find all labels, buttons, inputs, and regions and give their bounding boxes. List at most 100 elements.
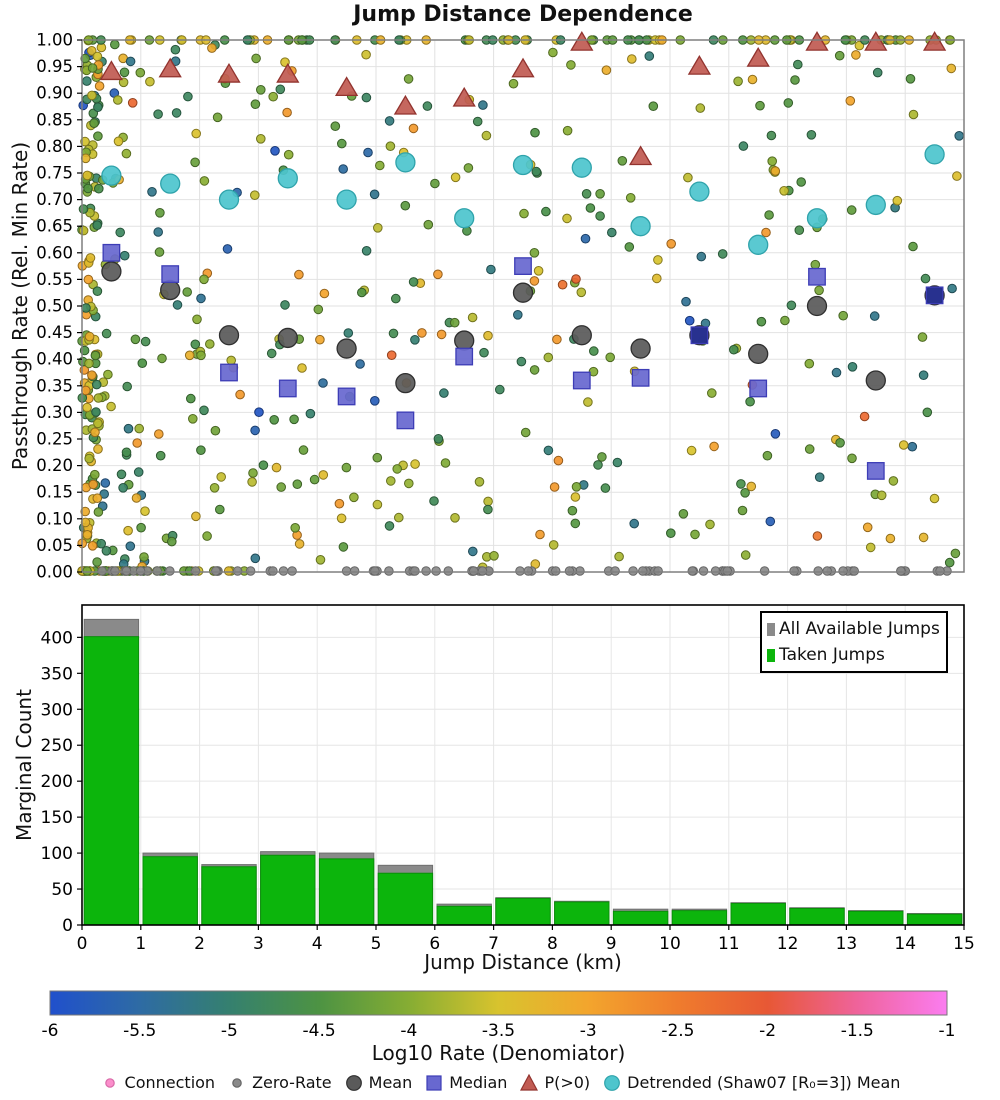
median-marker: [102, 243, 121, 262]
legend-label: P(>0): [544, 1072, 591, 1092]
svg-text:-2.5: -2.5: [661, 1021, 694, 1041]
svg-text:1: 1: [135, 934, 146, 954]
dot-icon: [232, 1078, 242, 1088]
detrended-shaw07-r-3-mean-marker: [277, 168, 298, 189]
p-0--marker: [452, 86, 476, 107]
svg-text:0.55: 0.55: [36, 270, 73, 289]
svg-text:13: 13: [836, 934, 858, 954]
median-marker: [396, 411, 415, 430]
legend-item-connection: Connection: [100, 1072, 215, 1092]
hist-y-axis-label: Marginal Count: [12, 689, 36, 841]
detrended-shaw07-r-3-mean-marker: [454, 208, 475, 229]
svg-text:7: 7: [488, 934, 499, 954]
median-marker: [690, 326, 709, 345]
svg-text:-4: -4: [400, 1021, 417, 1041]
colorbar-label: Log10 Rate (Denomiator): [371, 1041, 626, 1065]
hist-frame: [81, 604, 965, 926]
detrended-shaw07-r-3-mean-marker: [865, 194, 886, 216]
svg-text:0.00: 0.00: [36, 563, 73, 582]
svg-text:0.60: 0.60: [36, 243, 73, 262]
svg-text:300: 300: [41, 700, 73, 720]
p-0--marker: [570, 31, 594, 51]
circle-icon: [345, 1075, 362, 1091]
taken-jumps-bar: [201, 866, 257, 926]
dot-icon: [104, 1078, 115, 1088]
svg-text:250: 250: [41, 736, 73, 756]
svg-text:50: 50: [51, 880, 73, 900]
hist-legend-label: All Available Jumps: [779, 619, 940, 639]
scatter-y-ticks: 0.00 0.05 0.10 0.15 0.20 0.25 0.30 0.35 0.40 0.45…: [36, 31, 82, 582]
scatter-stat-markers: [99, 31, 947, 480]
svg-text:0: 0: [62, 916, 73, 936]
svg-text:-5: -5: [221, 1021, 238, 1041]
mean-marker: [630, 338, 651, 359]
svg-text:0.45: 0.45: [36, 323, 73, 342]
svg-text:12: 12: [777, 934, 799, 954]
taken-jumps-bar: [612, 910, 669, 926]
svg-text:150: 150: [41, 808, 73, 828]
scatter-gridlines: [82, 40, 964, 572]
legend-label: Detrended (Shaw07 [R₀=3]) Mean: [627, 1072, 901, 1092]
hist-legend-label: Taken Jumps: [779, 645, 885, 665]
median-marker: [220, 363, 238, 382]
p-0--marker: [276, 62, 300, 83]
svg-text:200: 200: [41, 772, 73, 792]
taken-jumps-bar: [260, 854, 316, 926]
hist-bars: [83, 618, 963, 926]
median-marker: [337, 387, 356, 406]
taken-jumps-bar: [495, 897, 551, 926]
svg-text:-5.5: -5.5: [123, 1021, 156, 1041]
all-available-jumps-swatch: [767, 622, 775, 636]
svg-text:0.35: 0.35: [36, 376, 73, 395]
median-marker: [866, 462, 885, 480]
mean-marker: [336, 338, 357, 359]
colorbar: -6 -5.5 -5 -4.5 -4 -3.5 -3 -2.5 -2 -1.5 -1: [42, 990, 956, 1041]
svg-text:15: 15: [953, 934, 975, 954]
taken-jumps-bar: [318, 858, 375, 926]
p-0--marker: [864, 31, 888, 51]
median-marker: [749, 379, 768, 398]
svg-text:0.30: 0.30: [36, 403, 73, 422]
svg-text:400: 400: [41, 628, 73, 648]
median-marker: [925, 286, 944, 305]
p-0--marker: [922, 31, 947, 51]
svg-text:10: 10: [659, 934, 681, 954]
svg-text:0.20: 0.20: [36, 456, 73, 475]
svg-text:-3.5: -3.5: [482, 1021, 515, 1041]
p-0--marker: [99, 60, 124, 81]
taken-jumps-bar: [436, 905, 492, 926]
chart-title: Jump Distance Dependence: [353, 2, 693, 27]
legend-item-median: Median: [424, 1072, 507, 1092]
taken-jumps-bar: [554, 901, 610, 926]
svg-text:3: 3: [253, 934, 264, 954]
svg-text:6: 6: [429, 934, 440, 954]
svg-text:0.70: 0.70: [36, 190, 73, 209]
square-icon: [426, 1075, 442, 1091]
mean-marker: [395, 372, 416, 394]
hist-legend-box: All Available Jumps Taken Jumps: [760, 611, 948, 673]
svg-text:0.25: 0.25: [36, 430, 73, 449]
svg-text:11: 11: [718, 934, 740, 954]
taken-jumps-bar: [377, 872, 434, 926]
p-0--marker: [687, 54, 712, 75]
svg-text:-2: -2: [759, 1021, 776, 1041]
taken-jumps-bar: [730, 902, 786, 926]
mean-marker: [512, 282, 534, 303]
svg-text:0.50: 0.50: [36, 297, 73, 316]
svg-text:-1: -1: [939, 1021, 956, 1041]
svg-text:0.75: 0.75: [36, 164, 73, 183]
svg-text:5: 5: [371, 934, 382, 954]
p-0--marker: [393, 94, 418, 115]
svg-text:1.00: 1.00: [36, 31, 73, 50]
hist-x-axis-label: Jump Distance (km): [424, 950, 622, 974]
svg-text:0: 0: [77, 934, 88, 954]
mean-marker: [277, 327, 298, 349]
p-0--marker: [805, 31, 829, 51]
svg-text:0.90: 0.90: [36, 84, 73, 103]
taken-jumps-bar: [671, 910, 728, 926]
p-0--marker: [746, 46, 770, 67]
svg-text:0.80: 0.80: [36, 137, 73, 156]
legend-item-zero-rate: Zero-Rate: [227, 1072, 332, 1092]
triangle-icon: [520, 1073, 539, 1091]
